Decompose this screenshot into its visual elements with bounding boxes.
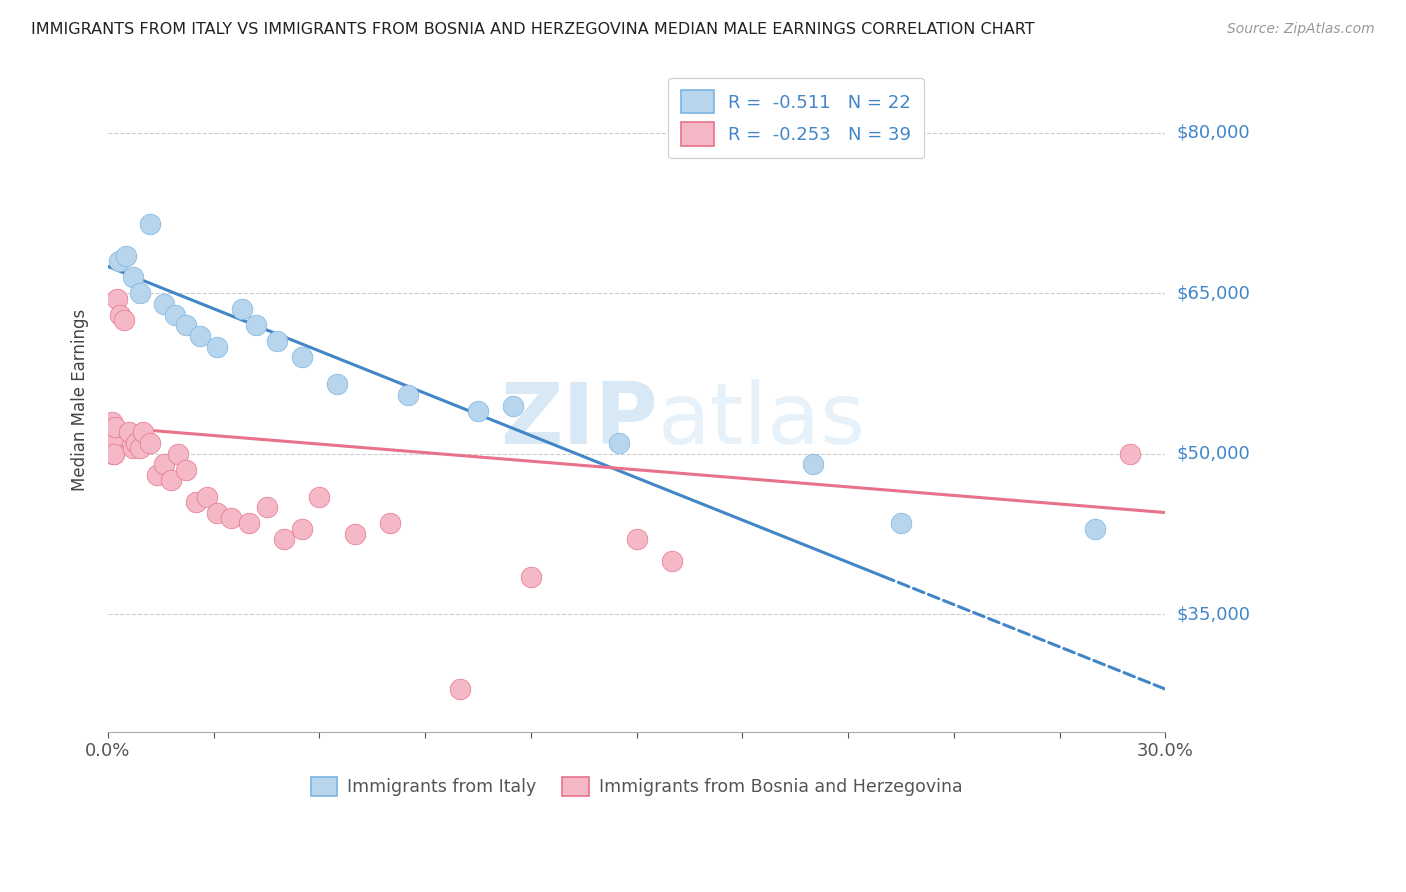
Point [1119,447,1142,461]
Point [101,436,124,450]
Point [139,436,162,450]
Point [110,308,132,322]
Text: atlas: atlas [658,378,866,462]
Point [308,490,330,504]
Text: $50,000: $50,000 [1177,445,1250,463]
Point [100,431,122,445]
Text: $35,000: $35,000 [1177,605,1250,624]
Point [153,458,176,472]
Point [195,490,218,504]
Point [221,511,243,525]
Point [256,500,278,515]
Point [467,404,489,418]
Text: IMMIGRANTS FROM ITALY VS IMMIGRANTS FROM BOSNIA AND HERZEGOVINA MEDIAN MALE EARN: IMMIGRANTS FROM ITALY VS IMMIGRANTS FROM… [31,22,1035,37]
Point [378,516,401,531]
Point [153,297,176,311]
Point [174,463,197,477]
Point [396,388,419,402]
Point [502,399,524,413]
Point [231,302,253,317]
Point [326,377,349,392]
Point [121,442,143,456]
Text: Source: ZipAtlas.com: Source: ZipAtlas.com [1227,22,1375,37]
Point [188,329,211,343]
Point [128,442,150,456]
Point [184,495,207,509]
Text: ZIP: ZIP [501,378,658,462]
Point [146,468,169,483]
Point [121,270,143,285]
Point [101,425,124,440]
Point [114,249,136,263]
Point [163,308,186,322]
Point [890,516,912,531]
Point [101,447,124,461]
Point [291,351,314,365]
Point [245,318,267,333]
Point [104,420,127,434]
Point [266,334,288,349]
Point [160,474,183,488]
Point [661,554,683,568]
Point [100,415,122,429]
Point [174,318,197,333]
Point [343,527,366,541]
Point [520,570,543,584]
Point [118,425,141,440]
Text: $80,000: $80,000 [1177,124,1250,142]
Point [291,522,314,536]
Point [449,682,471,697]
Point [100,420,122,434]
Point [207,506,229,520]
Point [105,292,128,306]
Y-axis label: Median Male Earnings: Median Male Earnings [72,310,89,491]
Point [112,313,135,327]
Point [1084,522,1107,536]
Point [107,254,129,268]
Point [207,340,229,354]
Point [607,436,630,450]
Point [139,217,162,231]
Point [125,436,148,450]
Point [132,425,155,440]
Point [626,533,648,547]
Point [238,516,260,531]
Legend: Immigrants from Italy, Immigrants from Bosnia and Herzegovina: Immigrants from Italy, Immigrants from B… [304,770,970,803]
Point [801,458,824,472]
Point [103,431,125,445]
Point [128,286,150,301]
Point [273,533,295,547]
Point [167,447,190,461]
Point [103,447,125,461]
Text: $65,000: $65,000 [1177,285,1250,302]
